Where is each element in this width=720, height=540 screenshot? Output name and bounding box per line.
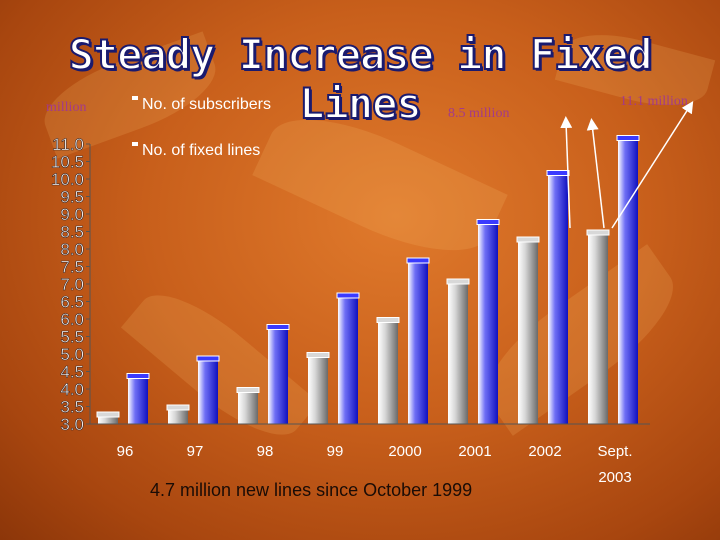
y-tick-label: 6.5 xyxy=(60,293,84,312)
bar-cap xyxy=(376,317,400,323)
bar-cap xyxy=(586,229,610,236)
legend-label-fixed-lines: No. of fixed lines xyxy=(142,142,261,159)
slide-title: Steady Increase in Fixed Lines xyxy=(68,29,654,129)
bar-cap xyxy=(126,373,150,379)
bar-cap xyxy=(306,352,330,358)
annotation-8-5-million: 8.5 million xyxy=(448,106,510,121)
bar-cap xyxy=(266,324,290,330)
y-tick-label: 3.0 xyxy=(60,415,84,434)
bar-fixed-lines xyxy=(478,224,498,424)
y-tick-label: 8.0 xyxy=(60,240,84,259)
y-tick-label: 4.5 xyxy=(60,363,84,382)
y-tick-label: 10.5 xyxy=(51,153,84,172)
x-tick-label: Sept. xyxy=(597,443,632,460)
annotation-arrow xyxy=(586,118,605,229)
legend-marker-subscribers xyxy=(132,96,138,100)
y-tick-label: 8.5 xyxy=(60,223,84,242)
annotation-arrow xyxy=(611,100,694,229)
y-tick-label: 10.0 xyxy=(51,170,84,189)
bar-fixed-lines xyxy=(338,298,358,424)
bar-cap xyxy=(446,278,470,285)
x-tick-label: 2002 xyxy=(528,443,561,460)
y-tick-label: 9.5 xyxy=(60,188,84,207)
bar-fixed-lines xyxy=(198,361,218,424)
bar-subscribers xyxy=(168,410,188,424)
bar-fixed-lines xyxy=(618,140,638,424)
bar-fixed-lines xyxy=(268,329,288,424)
bar-cap xyxy=(616,135,640,141)
y-tick-label: 11.0 xyxy=(52,135,84,154)
y-tick-label: 7.0 xyxy=(60,275,84,294)
y-tick-label: 5.0 xyxy=(60,345,84,364)
y-tick-label: 7.5 xyxy=(60,258,84,277)
bar-cap xyxy=(546,170,570,176)
bar-cap xyxy=(196,355,220,362)
bar-cap xyxy=(516,236,540,243)
annotation-arrow xyxy=(560,116,573,229)
bar-subscribers xyxy=(448,284,468,424)
bar-cap xyxy=(336,292,360,299)
x-tick-label: 96 xyxy=(117,443,134,460)
bar-fixed-lines xyxy=(548,175,568,424)
x-tick-label: 97 xyxy=(187,443,204,460)
bar-cap xyxy=(166,404,190,411)
x-tick-label: 2000 xyxy=(388,443,421,460)
bar-subscribers xyxy=(378,322,398,424)
legend-label-subscribers: No. of subscribers xyxy=(142,96,271,113)
bar-fixed-lines xyxy=(128,378,148,424)
bar-cap xyxy=(476,219,500,225)
y-tick-label: 4.0 xyxy=(60,380,84,399)
annotation-11-1-million: 11.1 million xyxy=(620,94,688,109)
bar-cap xyxy=(96,411,120,418)
bar-cap xyxy=(236,387,260,393)
bar-subscribers xyxy=(238,392,258,424)
x-tick-label: 2001 xyxy=(458,443,491,460)
y-tick-label: 9.0 xyxy=(60,205,84,224)
bar-subscribers xyxy=(308,357,328,424)
y-tick-label: 5.5 xyxy=(60,328,84,347)
bar-subscribers xyxy=(98,417,118,424)
bar-subscribers xyxy=(518,242,538,424)
bar-cap xyxy=(406,257,430,264)
y-tick-label: 3.5 xyxy=(60,398,84,417)
x-tick-label: 99 xyxy=(327,443,344,460)
bar-fixed-lines xyxy=(408,263,428,424)
x-tick-label: 2003 xyxy=(598,469,631,486)
bar-subscribers xyxy=(588,235,608,424)
x-tick-label: 98 xyxy=(257,443,274,460)
y-tick-label: 6.0 xyxy=(60,310,84,329)
legend-marker-fixed-lines xyxy=(132,142,138,146)
unit-label: million xyxy=(46,100,87,115)
footnote: 4.7 million new lines since October 1999 xyxy=(150,480,473,500)
